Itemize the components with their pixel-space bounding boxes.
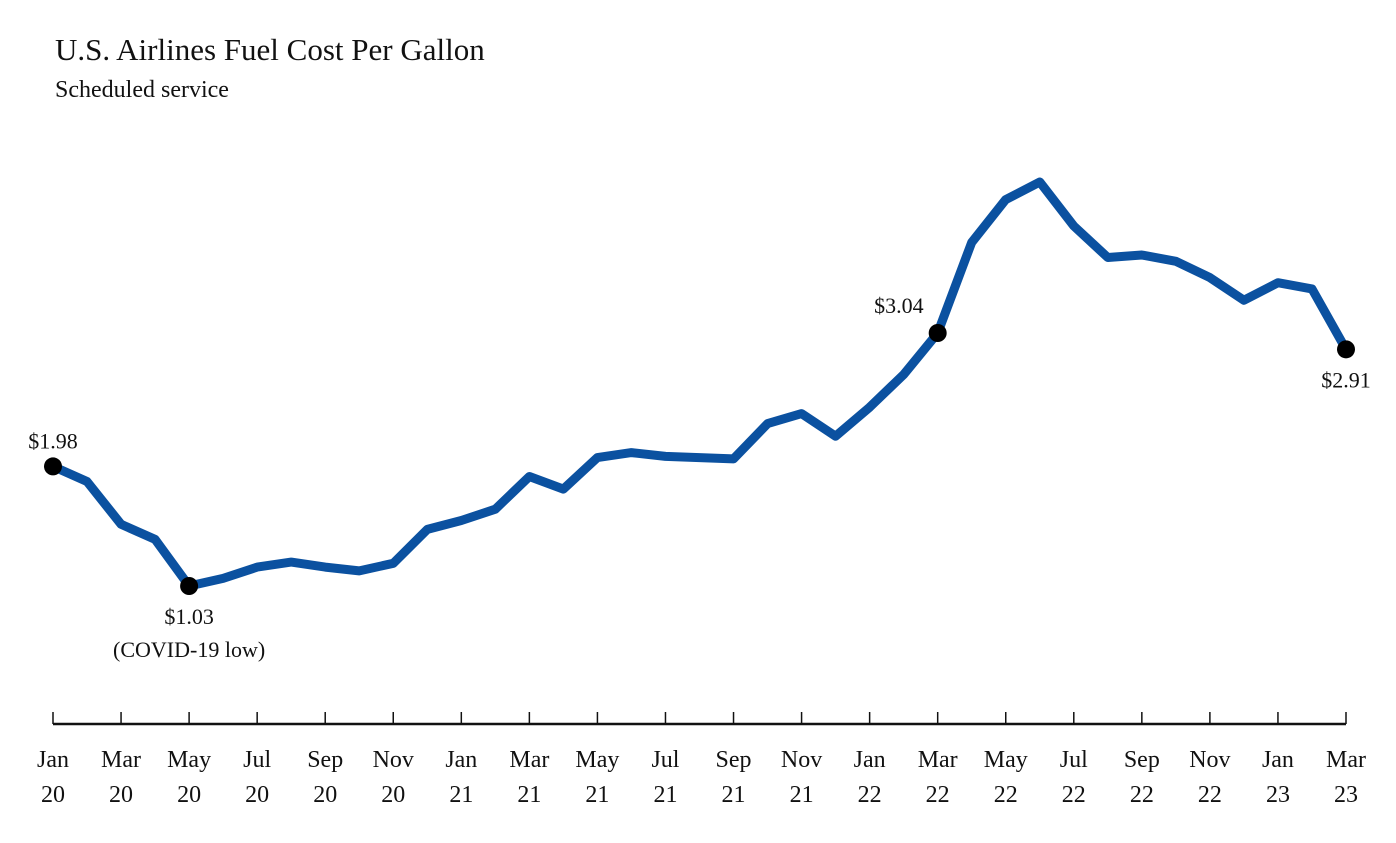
- x-tick-label-month: Mar: [101, 747, 141, 773]
- x-tick-label-month: Mar: [509, 747, 549, 773]
- x-tick-label-month: Jan: [445, 747, 477, 773]
- annotation-label: $3.04: [874, 293, 924, 318]
- data-point-marker: [44, 457, 62, 476]
- x-tick-label-month: Jan: [37, 747, 69, 773]
- x-tick-label-month: Jul: [1060, 747, 1088, 773]
- chart-subtitle: Scheduled service: [55, 77, 229, 103]
- x-tick-label-month: May: [575, 747, 619, 773]
- marker-layer: [44, 324, 1355, 595]
- x-tick-label-month: Nov: [781, 747, 822, 773]
- series-layer: [48, 177, 1351, 591]
- x-tick-label-year: 22: [994, 782, 1018, 808]
- x-tick-label-month: May: [984, 747, 1028, 773]
- annotation-layer: $1.98 $1.03 (COVID-19 low) $3.04 $2.91: [28, 293, 1371, 662]
- x-tick-label-year: 22: [1198, 782, 1222, 808]
- x-tick-label-month: Mar: [1326, 747, 1366, 773]
- data-point-marker: [180, 577, 199, 595]
- x-tick-label-year: 21: [449, 782, 473, 808]
- data-point-marker: [928, 324, 947, 342]
- x-tick-label-year: 21: [722, 782, 746, 808]
- annotation-label: (COVID-19 low): [113, 637, 265, 662]
- x-tick-label-month: Sep: [307, 747, 343, 773]
- x-tick-label-year: 20: [41, 782, 65, 808]
- x-tick-label-year: 22: [1130, 782, 1154, 808]
- x-tick-label-month: May: [167, 747, 211, 773]
- x-tick-label-year: 20: [245, 782, 269, 808]
- x-tick-label-year: 21: [790, 782, 814, 808]
- x-tick-label-year: 22: [1062, 782, 1086, 808]
- x-tick-label-year: 21: [517, 782, 541, 808]
- x-tick-label-year: 21: [653, 782, 677, 808]
- x-tick-label-year: 21: [585, 782, 609, 808]
- x-tick-label-year: 20: [381, 782, 405, 808]
- data-point-marker: [1337, 340, 1355, 359]
- x-tick-label-month: Sep: [716, 747, 752, 773]
- fuel-cost-line: [48, 177, 1351, 591]
- x-tick-label-month: Sep: [1124, 747, 1160, 773]
- x-tick-label-month: Nov: [1189, 747, 1230, 773]
- x-tick-label-month: Jul: [651, 747, 679, 773]
- x-tick-label-month: Nov: [373, 747, 414, 773]
- x-tick-label-year: 22: [926, 782, 950, 808]
- x-tick-label-year: 22: [858, 782, 882, 808]
- x-tick-label-year: 23: [1266, 782, 1290, 808]
- chart-title: U.S. Airlines Fuel Cost Per Gallon: [55, 32, 485, 67]
- x-tick-label-year: 20: [313, 782, 337, 808]
- annotation-label: $1.98: [28, 428, 78, 453]
- x-tick-label-year: 20: [177, 782, 201, 808]
- x-tick-label-year: 23: [1334, 782, 1358, 808]
- annotation-label: $1.03: [164, 604, 214, 629]
- x-tick-label-month: Jan: [854, 747, 886, 773]
- x-tick-label-year: 20: [109, 782, 133, 808]
- x-tick-label-month: Mar: [918, 747, 958, 773]
- x-tick-label-month: Jan: [1262, 747, 1294, 773]
- x-axis: Jan 20 Mar 20 May 20 Jul 20 Sep 20 Nov 20 Jan 21 Mar 21…: [37, 712, 1366, 808]
- annotation-label: $2.91: [1321, 367, 1371, 392]
- x-tick-label-month: Jul: [243, 747, 271, 773]
